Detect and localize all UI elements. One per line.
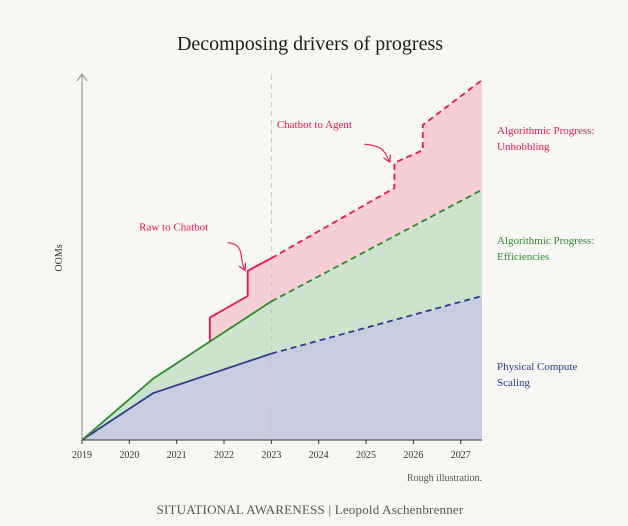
area-algorithmic-progress-unhobbling	[209, 80, 483, 342]
footer-credit: SITUATIONAL AWARENESS | Leopold Aschenbr…	[157, 502, 464, 517]
x-tick-label-2019: 2019	[72, 450, 92, 461]
legend-line: Scaling	[497, 377, 530, 389]
y-axis-label: OOMs	[54, 244, 65, 271]
series-lines	[81, 75, 483, 441]
legend-line: Physical Compute	[497, 361, 577, 373]
area-physical-compute-scaling	[82, 296, 482, 440]
area-algorithmic-progress-efficiencies	[82, 189, 482, 440]
legend-line: Efficiencies	[497, 251, 549, 263]
line-physical-compute-scaling-projected	[271, 295, 483, 355]
line-physical-compute-scaling-observed	[81, 352, 272, 441]
annotation-arrow-icon	[364, 143, 389, 161]
line-algorithmic-progress-unhobbling-observed	[208, 257, 272, 341]
legend-algorithmic-progress-efficiencies: Algorithmic Progress: Efficiencies	[497, 235, 594, 263]
x-tick-label-2022: 2022	[214, 450, 234, 461]
legend-line: Unhobbling	[497, 141, 550, 153]
axes	[76, 73, 482, 441]
line-algorithmic-progress-efficiencies-observed	[81, 300, 272, 441]
annotation-arrow-icon	[227, 242, 245, 270]
annotation-raw-to-chatbot: Raw to Chatbot	[139, 222, 208, 234]
x-tick-label-2023: 2023	[261, 450, 281, 461]
x-tick-label-2020: 2020	[119, 450, 139, 461]
annotation-chatbot-to-agent: Chatbot to Agent	[277, 119, 352, 131]
x-tick-label-2027: 2027	[451, 450, 471, 461]
legend-physical-compute-scaling: Physical Compute Scaling	[497, 361, 577, 389]
y-axis-arrow-icon	[76, 73, 88, 82]
annotations: Raw to Chatbot Chatbot to Agent	[139, 119, 389, 269]
legend: Algorithmic Progress: UnhobblingAlgorithm…	[497, 125, 594, 389]
legend-line: Algorithmic Progress:	[497, 125, 594, 137]
x-tick-label-2025: 2025	[356, 450, 376, 461]
x-axis-ticks: 2019 2020 2021 2022 2023 2024 2025 2026 2027	[72, 440, 471, 461]
line-algorithmic-progress-unhobbling-projected	[270, 79, 483, 259]
x-tick-label-2026: 2026	[403, 450, 423, 461]
x-tick-label-2021: 2021	[167, 450, 187, 461]
note-rough-illustration: Rough illustration.	[407, 473, 482, 484]
legend-algorithmic-progress-unhobbling: Algorithmic Progress: Unhobbling	[497, 125, 594, 153]
chart-title: Decomposing drivers of progress	[177, 33, 443, 55]
legend-line: Algorithmic Progress:	[497, 235, 594, 247]
area-layers	[82, 80, 483, 440]
x-tick-label-2024: 2024	[309, 450, 329, 461]
